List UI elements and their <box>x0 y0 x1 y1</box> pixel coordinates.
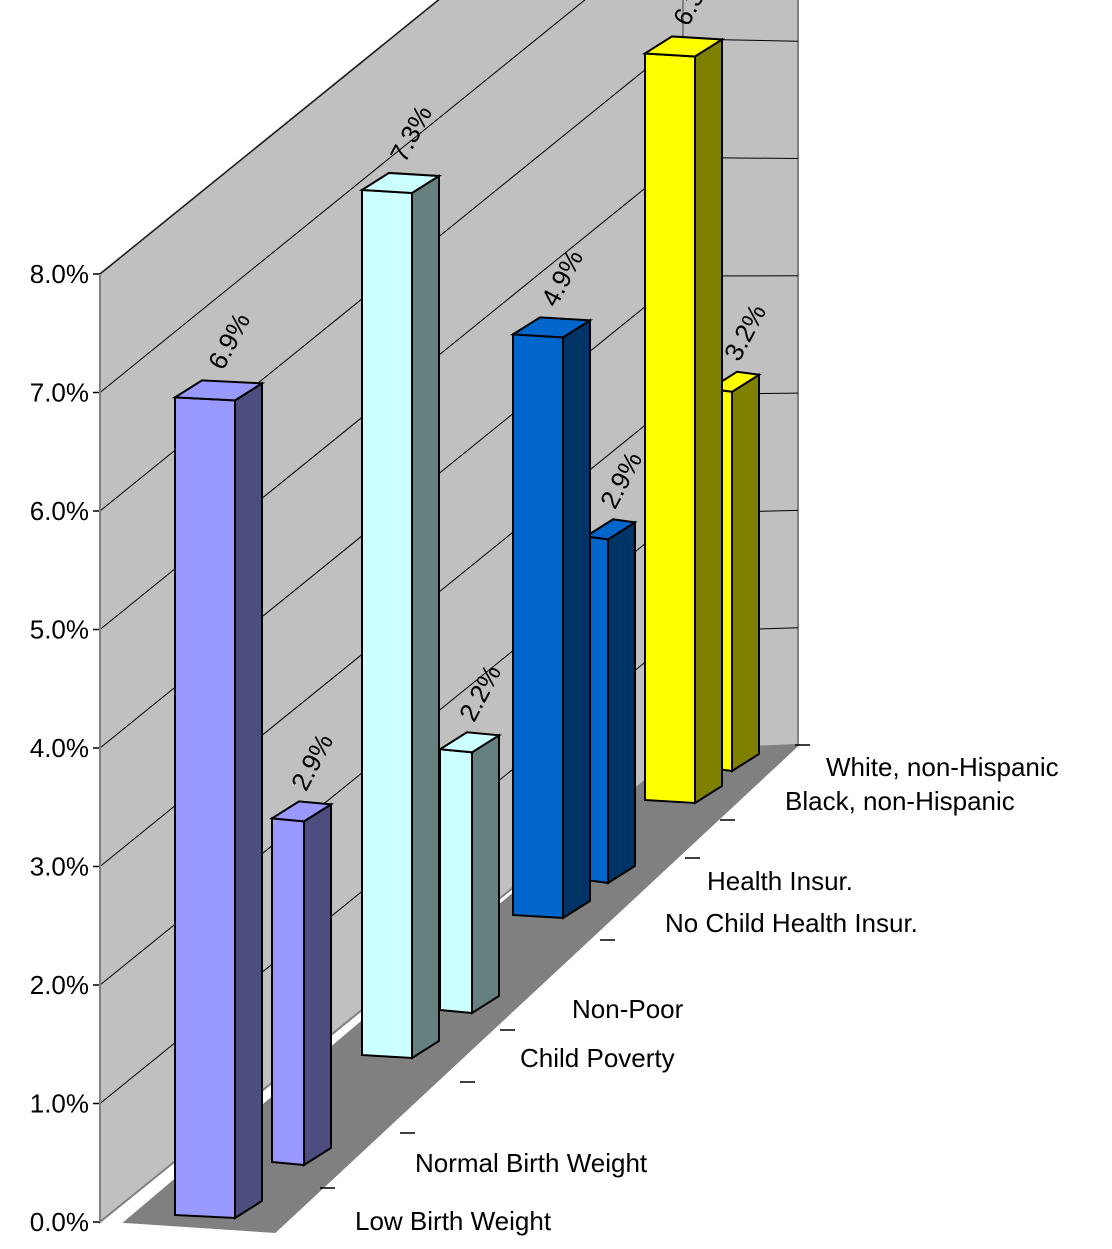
y-tick-label: 6.0% <box>30 496 89 526</box>
y-tick-label: 7.0% <box>30 378 89 408</box>
y-tick-label: 5.0% <box>30 615 89 645</box>
category-label: Health Insur. <box>707 866 853 896</box>
category-label: Normal Birth Weight <box>415 1148 648 1178</box>
bar-side <box>235 383 262 1218</box>
bar-side <box>608 522 635 883</box>
bar-side <box>695 39 722 803</box>
bar-side <box>304 804 331 1165</box>
y-tick-label: 3.0% <box>30 852 89 882</box>
category-label: No Child Health Insur. <box>665 908 918 938</box>
bar-front <box>175 397 235 1218</box>
y-tick-label: 2.0% <box>30 970 89 1000</box>
bar-front <box>513 334 563 918</box>
category-label: Child Poverty <box>520 1043 675 1073</box>
y-tick-label: 4.0% <box>30 733 89 763</box>
bar-front <box>440 749 472 1013</box>
y-tick-label: 1.0% <box>30 1089 89 1119</box>
bar-side <box>412 176 439 1058</box>
bar-front <box>362 190 412 1058</box>
bar-front <box>272 818 304 1165</box>
bar-side <box>732 375 759 771</box>
y-tick-label: 8.0% <box>30 259 89 289</box>
category-label: White, non-Hispanic <box>826 752 1059 782</box>
bar-side <box>563 320 590 918</box>
category-label: Non-Poor <box>572 994 684 1024</box>
y-tick-label: 0.0% <box>30 1207 89 1237</box>
category-label: Low Birth Weight <box>355 1206 552 1236</box>
bar-side <box>472 735 499 1013</box>
bar-front <box>645 53 695 803</box>
category-label: Black, non-Hispanic <box>785 786 1015 816</box>
